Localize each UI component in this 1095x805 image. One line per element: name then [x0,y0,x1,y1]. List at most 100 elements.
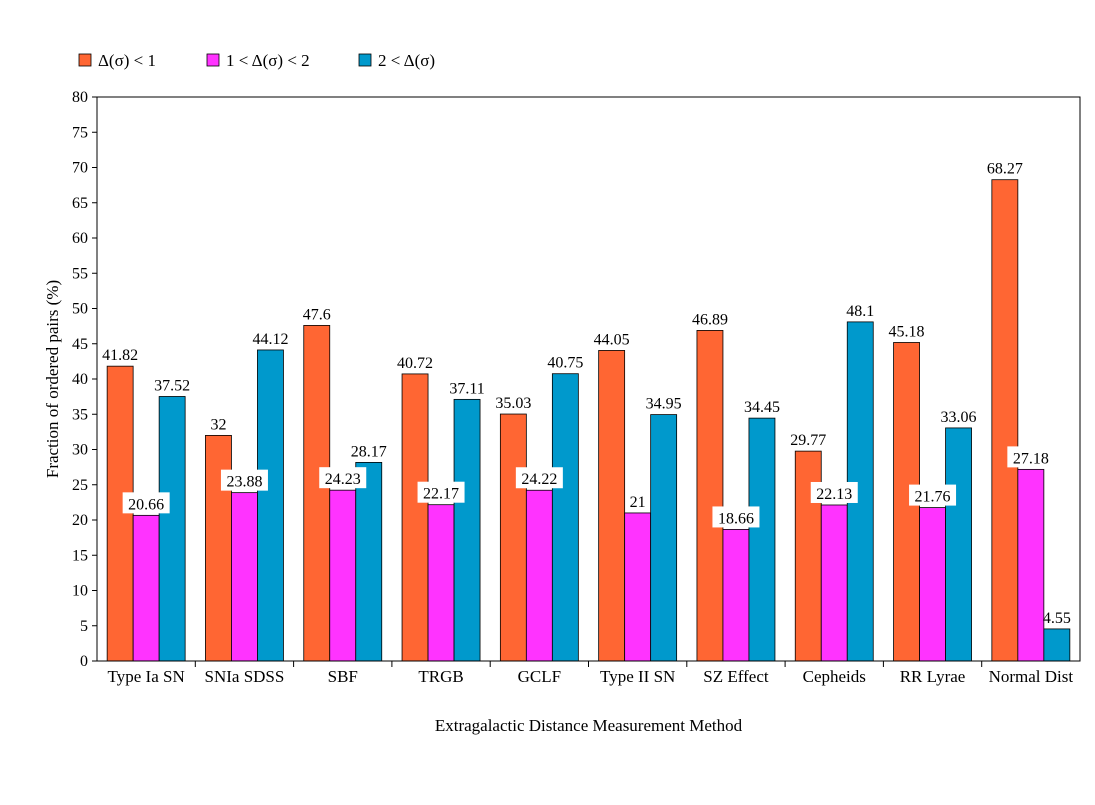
data-label: 37.11 [449,380,484,397]
legend-swatch [206,53,220,67]
bar [598,350,626,662]
y-tick-label: 45 [72,336,88,353]
bar [401,373,429,662]
data-label: 24.23 [325,471,361,488]
bar [1043,628,1071,662]
y-axis-title: Fraction of ordered pairs (%) [43,280,62,478]
bar [106,365,134,662]
bar [551,373,579,662]
data-labels: 41.82 20.66 37.52 32 23.88 44.12 47.6 24.23 28.1… [102,161,1071,627]
bar [919,507,946,662]
y-tick-label: 75 [72,124,88,141]
data-label: 35.03 [495,395,531,412]
y-tick-label: 15 [72,547,88,564]
data-label: 47.6 [303,306,331,323]
y-tick-label: 30 [72,442,88,459]
data-label-box [1007,446,1055,468]
data-label: 32 [210,416,226,433]
data-label: 68.27 [987,161,1023,178]
bar [945,427,972,662]
data-label: 40.72 [397,355,433,372]
x-tick-label: SZ Effect [703,667,769,686]
x-axis: Type Ia SN SNIa SDSS SBF TRGB GCLF Type II SN… [108,661,1074,686]
y-tick-label: 50 [72,301,88,318]
data-label: 22.13 [816,486,852,503]
legend-label: 1 < Δ(σ) < 2 [226,51,310,70]
data-label: 28.17 [351,443,387,460]
plot-frame [96,96,1081,662]
bars [106,179,1071,662]
data-label: 22.17 [423,486,459,503]
data-label: 29.77 [790,432,826,449]
bar [303,325,331,662]
bar [132,514,160,662]
data-label: 34.95 [646,396,682,413]
x-tick-label: TRGB [418,667,463,686]
bar [453,398,481,662]
data-label: 18.66 [718,510,754,527]
legend: Δ(σ) < 1 1 < Δ(σ) < 2 2 < Δ(σ) [78,51,435,70]
data-label: 44.12 [252,331,288,348]
y-tick-label: 25 [72,477,88,494]
data-label: 27.18 [1013,450,1049,467]
data-label-box [909,484,957,506]
x-tick-label: SNIa SDSS [205,667,285,686]
data-label-box [515,467,563,489]
data-label-box [122,492,170,514]
bar [329,489,357,662]
bar [231,492,258,662]
data-label: 33.06 [941,409,977,426]
data-label: 20.66 [128,496,164,513]
data-label: 45.18 [889,323,925,340]
data-label: 46.89 [692,311,728,328]
y-axis: 0 5 10 15 20 25 30 35 40 45 50 55 60 65 70 75 80 [72,89,97,670]
legend-swatch [78,53,92,67]
data-label: 41.82 [102,347,138,364]
y-tick-label: 10 [72,583,88,600]
bar [355,462,383,662]
x-tick-label: RR Lyrae [900,667,966,686]
bar [499,413,527,662]
bar [158,396,186,662]
y-tick-label: 35 [72,406,88,423]
bar [257,349,284,662]
data-label: 44.05 [594,331,630,348]
data-label-box [712,506,760,528]
x-tick-label: Type II SN [600,667,675,686]
data-label-box [220,469,268,491]
data-label: 37.52 [154,377,190,394]
legend-label: 2 < Δ(σ) [378,51,435,70]
y-tick-label: 55 [72,265,88,282]
y-tick-label: 40 [72,371,88,388]
x-tick-label: GCLF [518,667,561,686]
bar [205,434,232,662]
y-tick-label: 65 [72,195,88,212]
x-tick-label: Normal Dist [989,667,1074,686]
y-tick-label: 5 [80,618,88,635]
legend-label: Δ(σ) < 1 [98,51,156,70]
bar [427,504,455,662]
bar [525,489,553,662]
bar [991,179,1019,662]
data-label-box [810,481,858,503]
y-tick-label: 20 [72,512,88,529]
x-tick-label: Cepheids [803,667,866,686]
bar [820,504,848,662]
bar [650,414,678,662]
bar [748,417,776,662]
y-tick-label: 70 [72,160,88,177]
data-label: 23.88 [226,474,262,491]
x-tick-label: SBF [328,667,358,686]
bar [1017,468,1045,662]
data-label: 21 [630,494,646,511]
data-label: 48.1 [846,303,874,320]
bar [624,512,652,662]
data-label-box [626,489,649,511]
data-label: 4.55 [1043,610,1071,627]
data-label: 21.76 [915,489,951,506]
bar [696,330,724,662]
y-tick-label: 60 [72,230,88,247]
legend-swatch [358,53,372,67]
x-axis-title: Extragalactic Distance Measurement Metho… [435,716,743,735]
